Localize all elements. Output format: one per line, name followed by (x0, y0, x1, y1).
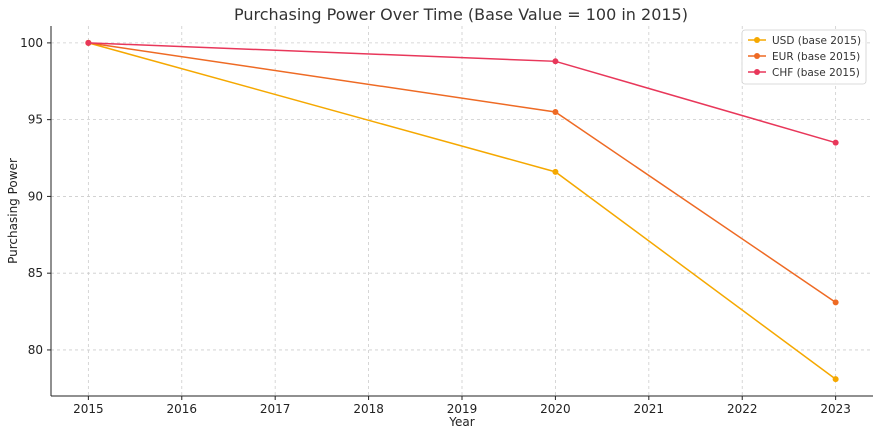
x-tick-label: 2015 (73, 402, 104, 416)
y-ticks: 80 85 90 95 100 (20, 36, 51, 357)
legend-swatch-marker (754, 69, 760, 75)
y-tick-label: 100 (20, 36, 43, 50)
x-axis-label: Year (448, 415, 474, 429)
legend-item: CHF (base 2015) (748, 67, 860, 79)
legend-label: CHF (base 2015) (772, 67, 860, 79)
x-tick-label: 2017 (260, 402, 291, 416)
x-tick-label: 2022 (727, 402, 758, 416)
series-3 (85, 39, 839, 146)
data-point (552, 58, 559, 65)
data-point (832, 299, 839, 306)
legend-label: USD (base 2015) (772, 35, 861, 47)
series (85, 39, 839, 383)
data-point (552, 168, 559, 175)
x-tick-label: 2023 (820, 402, 851, 416)
legend-swatch-marker (754, 37, 760, 43)
grid (51, 26, 873, 396)
x-tick-label: 2020 (540, 402, 571, 416)
series-1 (85, 39, 839, 383)
y-tick-label: 80 (28, 343, 43, 357)
legend-label: EUR (base 2015) (772, 51, 860, 63)
legend: USD (base 2015) EUR (base 2015) CHF (base … (741, 29, 867, 85)
legend-swatch-marker (754, 53, 760, 59)
y-tick-label: 90 (28, 189, 43, 203)
legend-item: EUR (base 2015) (748, 51, 860, 63)
legend-item: USD (base 2015) (748, 35, 861, 47)
data-point (832, 376, 839, 383)
data-point (85, 39, 92, 46)
data-point (832, 139, 839, 146)
y-tick-label: 85 (28, 266, 43, 280)
x-tick-label: 2021 (634, 402, 665, 416)
chart-title: Purchasing Power Over Time (Base Value =… (234, 5, 688, 24)
data-point (552, 108, 559, 115)
x-tick-label: 2016 (166, 402, 197, 416)
y-tick-label: 95 (28, 113, 43, 127)
legend-box (741, 29, 867, 85)
x-ticks: 2015 2016 2017 2018 2019 2020 2021 2022 2023 (73, 396, 851, 416)
y-axis-label: Purchasing Power (6, 158, 20, 264)
x-tick-label: 2019 (447, 402, 478, 416)
x-tick-label: 2018 (353, 402, 384, 416)
